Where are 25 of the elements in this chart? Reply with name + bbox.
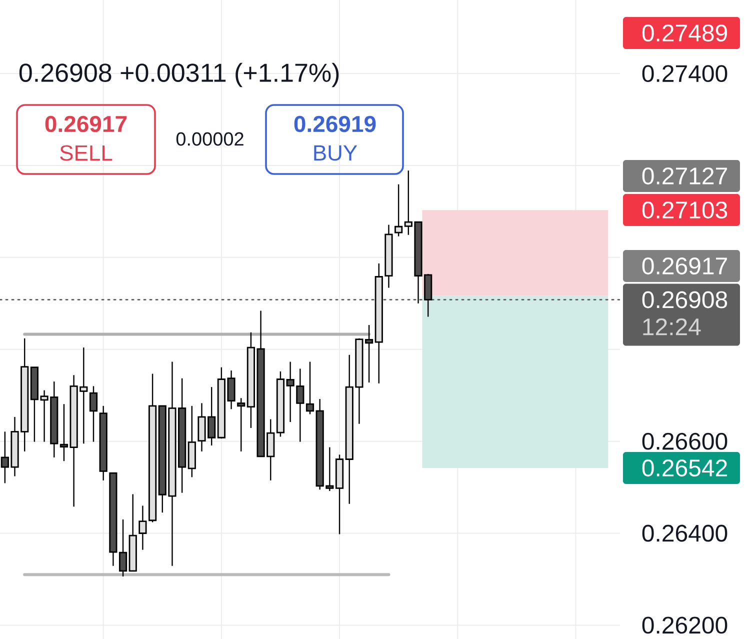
text: 12:24 (643, 318, 701, 336)
annotation: 0.00002 (176, 132, 244, 146)
candlestick (306, 361, 314, 415)
ref-line-label: 0.26908 (642, 291, 728, 308)
candlestick (138, 505, 147, 550)
candlestick (89, 386, 98, 442)
text: 0.27103 (642, 202, 728, 218)
annotation: 0.26917 (45, 116, 127, 132)
text: 0.26917 (642, 258, 727, 274)
annotation: 0.26919 (294, 116, 376, 132)
y-tick-label: 0.27400 (642, 65, 728, 82)
text: 0.27489 (642, 24, 727, 42)
candlestick (364, 324, 374, 384)
y-tick-label: 0.26200 (642, 616, 728, 634)
y-tick-label: 0.26400 (642, 524, 728, 542)
text: 0.26542 (642, 460, 727, 476)
candlestick (118, 518, 128, 578)
candlestick (60, 403, 68, 462)
candlestick (394, 184, 403, 237)
annotation: SELL (60, 145, 112, 161)
annotation: BUY (314, 145, 358, 161)
candlestick (237, 398, 246, 452)
text: 0.26908 +0.00311 (+1.17%) (19, 62, 339, 88)
text: 0.27127 (642, 168, 727, 184)
y-tick-label: 0.26600 (642, 432, 728, 450)
